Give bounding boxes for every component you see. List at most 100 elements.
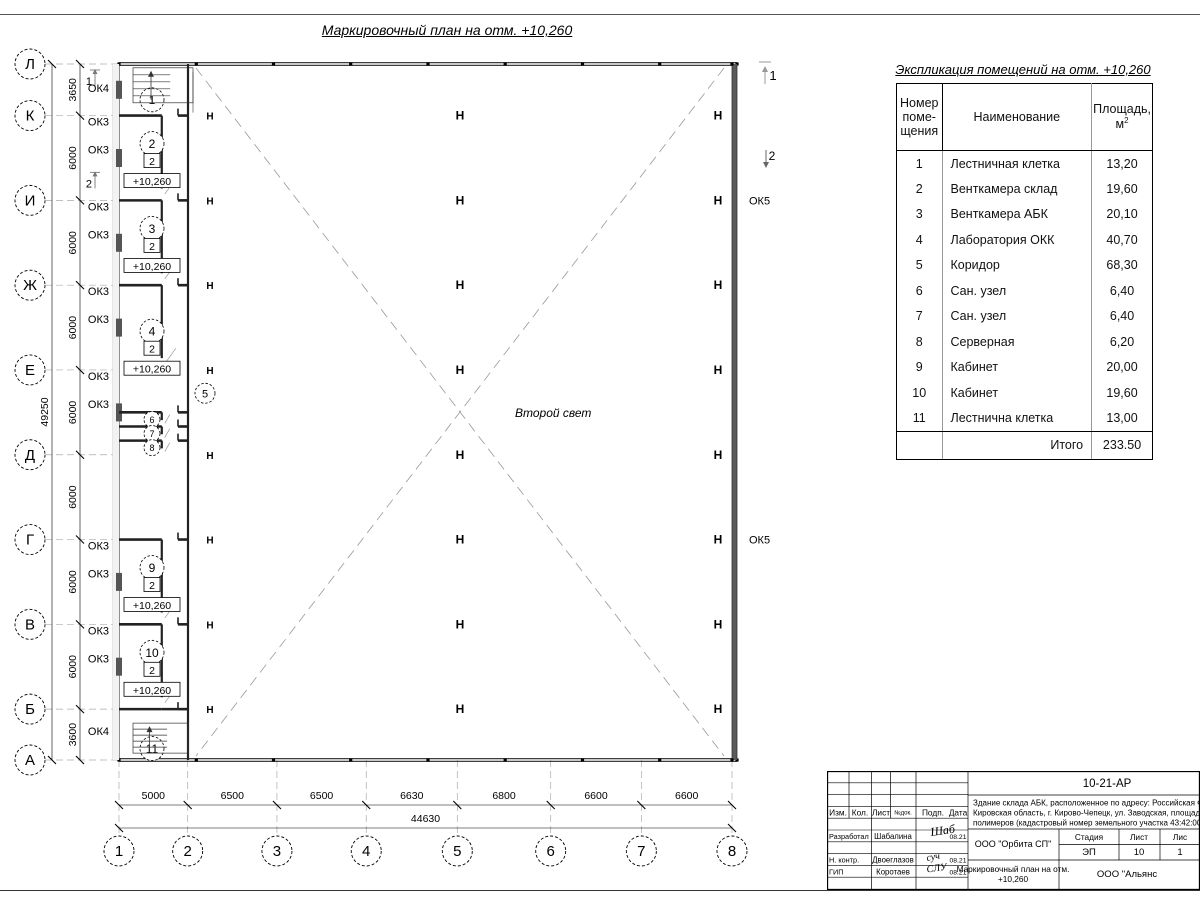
svg-text:+10,260: +10,260 [133, 176, 171, 188]
svg-text:Н: Н [714, 702, 723, 716]
svg-text:Н: Н [456, 702, 465, 716]
svg-text:Е: Е [25, 362, 35, 379]
svg-text:+10,260: +10,260 [133, 261, 171, 273]
svg-text:Н: Н [206, 536, 213, 547]
svg-text:Изм.: Изм. [829, 807, 847, 817]
svg-text:Д: Д [25, 447, 35, 464]
svg-text:2: 2 [149, 344, 155, 356]
svg-text:Н: Н [456, 193, 465, 207]
svg-text:1: 1 [769, 68, 776, 83]
svg-text:1: 1 [1177, 847, 1182, 858]
svg-text:5000: 5000 [142, 790, 166, 802]
svg-text:5: 5 [202, 388, 208, 400]
svg-text:+10,260: +10,260 [133, 685, 171, 697]
svg-text:ЭП: ЭП [1082, 847, 1096, 858]
svg-text:6000: 6000 [67, 401, 79, 425]
svg-text:6600: 6600 [584, 790, 608, 802]
svg-text:ОК3: ОК3 [88, 229, 109, 241]
svg-text:3600: 3600 [67, 723, 79, 747]
svg-text:полимеров (кадастровый номер з: полимеров (кадастровый номер земельного … [973, 819, 1200, 828]
svg-text:К: К [26, 108, 35, 125]
svg-text:6500: 6500 [221, 790, 245, 802]
svg-text:49250: 49250 [39, 397, 51, 426]
svg-text:Н: Н [456, 278, 465, 292]
svg-text:Дата: Дата [949, 807, 968, 817]
svg-text:ОК3: ОК3 [88, 653, 109, 665]
svg-text:2: 2 [149, 156, 155, 168]
svg-text:Кировская область, г. Кирово-Ч: Кировская область, г. Кирово-Чепецк, ул.… [973, 809, 1200, 818]
svg-text:10: 10 [145, 646, 159, 660]
svg-text:2: 2 [149, 241, 155, 253]
svg-text:Разработал: Разработал [829, 832, 869, 841]
svg-text:1: 1 [115, 843, 123, 860]
svg-text:Лист: Лист [872, 807, 890, 817]
svg-text:ООО "Орбита СП": ООО "Орбита СП" [975, 839, 1052, 849]
svg-text:Н: Н [714, 193, 723, 207]
svg-text:2: 2 [184, 843, 192, 860]
svg-text:7: 7 [637, 843, 645, 860]
svg-text:Н: Н [456, 617, 465, 631]
svg-text:+10,260: +10,260 [133, 600, 171, 612]
svg-text:3650: 3650 [67, 78, 79, 102]
svg-text:9: 9 [149, 561, 156, 575]
svg-text:2: 2 [149, 580, 155, 592]
svg-text:Стадия: Стадия [1075, 832, 1103, 842]
svg-text:11: 11 [146, 742, 159, 756]
svg-text:ОК5: ОК5 [749, 195, 770, 207]
svg-text:6000: 6000 [67, 655, 79, 679]
svg-text:А: А [25, 752, 35, 769]
svg-text:ОК3: ОК3 [88, 201, 109, 213]
svg-text:6: 6 [149, 415, 154, 425]
svg-text:Н: Н [714, 448, 723, 462]
svg-text:Н: Н [206, 281, 213, 292]
svg-text:1: 1 [149, 93, 156, 107]
svg-text:Подп.: Подп. [922, 807, 944, 817]
svg-text:8: 8 [728, 843, 736, 860]
svg-text:Н: Н [206, 196, 213, 207]
svg-text:Лист: Лист [1130, 832, 1148, 842]
svg-text:Н: Н [456, 448, 465, 462]
svg-text:6: 6 [547, 843, 555, 860]
svg-text:2: 2 [149, 137, 156, 151]
svg-text:Н: Н [206, 705, 213, 716]
svg-text:6630: 6630 [400, 790, 424, 802]
svg-text:4: 4 [149, 325, 156, 339]
svg-text:+10,260: +10,260 [998, 874, 1029, 884]
svg-text:Лис: Лис [1173, 832, 1187, 842]
svg-text:И: И [25, 192, 36, 209]
svg-text:Н: Н [206, 366, 213, 377]
svg-text:Н: Н [714, 278, 723, 292]
svg-text:Б: Б [25, 701, 35, 718]
svg-text:5: 5 [453, 843, 461, 860]
svg-text:ОК3: ОК3 [88, 286, 109, 298]
svg-text:2: 2 [86, 178, 92, 190]
svg-text:6600: 6600 [675, 790, 699, 802]
svg-text:ОК3: ОК3 [88, 569, 109, 581]
svg-text:2: 2 [149, 665, 155, 677]
svg-text:4: 4 [362, 843, 370, 860]
svg-text:8: 8 [149, 443, 154, 453]
svg-text:Г: Г [26, 532, 34, 549]
svg-text:+10,260: +10,260 [133, 364, 171, 376]
svg-text:Здание склада АБК, расположенн: Здание склада АБК, расположенное по адре… [973, 799, 1200, 808]
svg-text:№док.: №док. [894, 810, 912, 817]
svg-text:44630: 44630 [411, 813, 440, 825]
svg-text:Н: Н [714, 363, 723, 377]
svg-text:ОК5: ОК5 [749, 535, 770, 547]
svg-text:ОК3: ОК3 [88, 117, 109, 129]
svg-text:Ж: Ж [23, 277, 37, 294]
svg-text:6000: 6000 [67, 316, 79, 340]
svg-text:ОК3: ОК3 [88, 371, 109, 383]
svg-text:Н: Н [456, 363, 465, 377]
svg-text:Л: Л [25, 56, 35, 73]
svg-text:10-21-АР: 10-21-АР [1083, 778, 1132, 790]
svg-text:Н: Н [206, 620, 213, 631]
svg-text:Н: Н [714, 617, 723, 631]
svg-text:10: 10 [1134, 847, 1145, 858]
svg-text:3: 3 [149, 222, 156, 236]
svg-text:Коротаев: Коротаев [876, 867, 910, 876]
svg-text:ОК3: ОК3 [88, 145, 109, 157]
svg-text:3: 3 [273, 843, 281, 860]
svg-text:Н. контр.: Н. контр. [829, 856, 859, 865]
svg-text:СЛУ: СЛУ [926, 862, 949, 876]
